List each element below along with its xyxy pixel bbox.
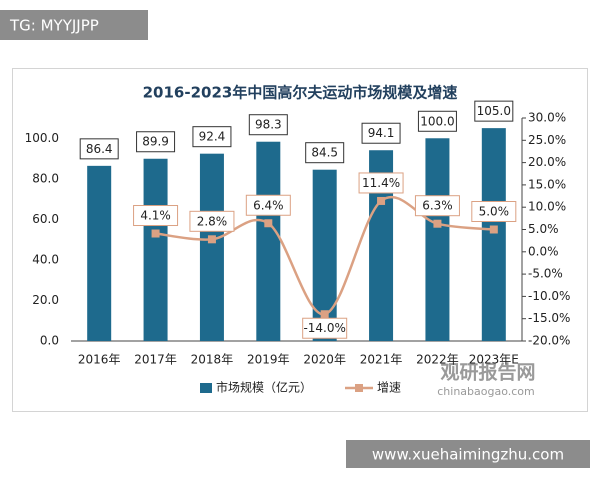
tag-background [0, 10, 148, 40]
legend-label: 市场规模（亿元） [216, 380, 312, 395]
line-marker [320, 310, 329, 319]
line-marker [207, 235, 216, 244]
line-marker [433, 219, 442, 228]
line-label-box [358, 172, 404, 194]
bar-label-box [192, 126, 232, 148]
y2-tick-label: 20.0% [528, 155, 566, 169]
line-label-box [414, 195, 460, 217]
y2-tick-label: 30.0% [528, 111, 566, 125]
line-marker [489, 225, 498, 234]
y2-tick-label: 0.0% [528, 244, 559, 258]
x-tick-label: 2022年 [416, 353, 459, 367]
line-label: 2.8% [197, 214, 228, 228]
bar-label: 105.0 [477, 104, 511, 118]
y-tick-label: 40.0 [32, 252, 59, 266]
y-tick-label: 60.0 [32, 212, 59, 226]
y2-tick-label: -10.0% [528, 289, 570, 303]
y2-tick-label: 25.0% [528, 133, 566, 147]
bar [481, 128, 506, 341]
bar-label: 100.0 [420, 114, 454, 128]
x-tick-label: 2018年 [191, 353, 234, 367]
y2-tick-label: -5.0% [528, 267, 563, 281]
bar-label: 89.9 [142, 135, 169, 149]
bar [143, 158, 168, 341]
bar [87, 165, 112, 341]
y2-tick-label: 5.0% [528, 222, 559, 236]
line-label-box [189, 210, 235, 232]
line-label: -14.0% [303, 321, 345, 335]
bar-label-box [417, 110, 457, 132]
y2-tick-label: 15.0% [528, 177, 566, 191]
line-label: 6.4% [253, 198, 284, 212]
legend-marker [355, 384, 363, 392]
line-label-box [302, 317, 348, 339]
bar-label-box [305, 142, 345, 164]
bar-label: 86.4 [86, 142, 113, 156]
bar-label-box [136, 131, 176, 153]
line-label: 11.4% [362, 176, 400, 190]
line-label: 4.1% [140, 209, 171, 223]
line-label-box [133, 205, 179, 227]
x-tick-label: 2021年 [360, 353, 403, 367]
legend-label: 增速 [377, 381, 401, 395]
line-label-box [245, 194, 291, 216]
bar-label: 92.4 [199, 130, 226, 144]
y2-tick-label: -20.0% [528, 334, 570, 348]
bar [199, 153, 224, 341]
y-tick-label: 80.0 [32, 171, 59, 185]
watermark-name: 观研报告网 [440, 361, 535, 384]
footer-background [346, 440, 590, 468]
line-label-box [471, 201, 517, 222]
x-tick-label: 2020年 [303, 353, 346, 367]
x-tick-label: 2016年 [78, 353, 121, 367]
bar-label-box [474, 100, 514, 122]
line-label: 5.0% [479, 205, 510, 219]
bar-label: 98.3 [255, 118, 282, 132]
bar-label: 94.1 [368, 126, 395, 140]
y2-tick-label: 10.0% [528, 200, 566, 214]
x-tick-label: 2019年 [247, 353, 290, 367]
x-tick-label: 2017年 [134, 353, 177, 367]
bar-label-box [79, 138, 119, 160]
bar [425, 138, 450, 341]
chart-title: 2016-2023年中国高尔夫运动市场规模及增速 [143, 84, 458, 102]
bar [256, 141, 281, 341]
y-tick-label: 100.0 [25, 131, 59, 145]
legend-swatch [200, 383, 212, 393]
line-marker [151, 229, 160, 238]
line-marker [264, 219, 273, 228]
x-tick-label: 2023年E [469, 353, 519, 367]
line-label: 6.3% [422, 199, 453, 213]
y2-tick-label: -15.0% [528, 311, 570, 325]
bar-label: 84.5 [311, 146, 338, 160]
bar-label-box [361, 122, 401, 144]
footer-url: www.xuehaimingzhu.com [372, 446, 564, 464]
watermark-site: chinabaogao.com [437, 385, 535, 398]
bar-label-box [248, 114, 288, 136]
y-tick-label: 20.0 [32, 293, 59, 307]
y-tick-label: 0.0 [40, 334, 59, 348]
header-tag: TG: MYYJJPP [9, 17, 99, 35]
line-marker [377, 196, 386, 205]
